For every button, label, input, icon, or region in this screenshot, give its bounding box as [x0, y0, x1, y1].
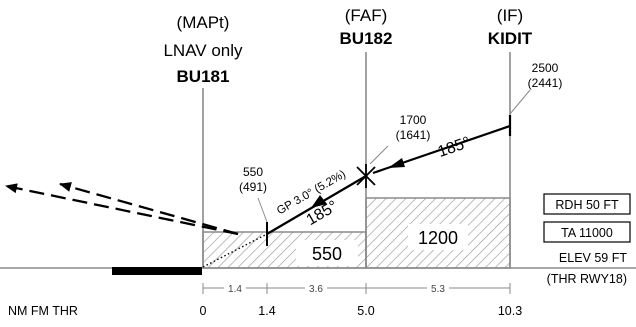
faf-altitude-paren: (1641) — [396, 128, 431, 142]
if-altitude-leader — [509, 89, 531, 115]
segment-label-bg-3 — [427, 282, 449, 294]
mapt-note: LNAV only — [163, 41, 243, 60]
mapt-role: (MAPt) — [177, 13, 230, 32]
faf-fix-star — [356, 164, 376, 188]
distance-mark-2: 5.0 — [357, 304, 374, 318]
intermediate-course-label: 185° — [436, 134, 473, 161]
runway-bar — [112, 267, 202, 275]
distance-mark-1: 1.4 — [258, 304, 275, 318]
ta-label: TA 11000 — [561, 226, 613, 240]
rdh-box — [543, 193, 631, 215]
if-altitude-paren: (2441) — [528, 76, 563, 90]
final-minimum-altitude: 550 — [312, 244, 342, 264]
ta-box — [543, 221, 631, 243]
intermediate-minimum-label-bg — [408, 224, 468, 250]
missed-approach-arrow-upper — [59, 182, 239, 236]
mapt-altitude-leader — [257, 197, 268, 223]
faf-altitude-leader — [369, 145, 389, 165]
segment-distance-3: 5.3 — [431, 284, 445, 295]
intermediate-path-arrowhead — [388, 158, 405, 168]
if-fix-name: KIDIT — [488, 29, 533, 48]
segment-distance-2: 3.6 — [309, 284, 323, 295]
mapt-altitude: 550 — [243, 165, 263, 179]
intermediate-minimum-altitude: 1200 — [418, 228, 458, 248]
rdh-label: RDH 50 FT — [555, 198, 619, 212]
elevation-reference: (THR RWY18) — [547, 272, 627, 286]
faf-role: (FAF) — [345, 6, 388, 25]
segment-distance-1: 1.4 — [228, 284, 242, 295]
elevation-label: ELEV 59 FT — [559, 251, 627, 265]
distance-mark-0: 0 — [200, 304, 207, 318]
distance-caption: NM FM THR — [8, 304, 78, 318]
if-role: (IF) — [497, 6, 523, 25]
faf-fix-name: BU182 — [340, 29, 393, 48]
if-altitude: 2500 — [532, 61, 559, 75]
distance-scale — [202, 283, 511, 294]
final-course-label: 185° — [304, 198, 341, 229]
faf-altitude: 1700 — [400, 113, 427, 127]
final-path-arrowhead — [311, 195, 327, 208]
distance-mark-3: 10.3 — [498, 304, 522, 318]
mapt-altitude-paren: (491) — [239, 180, 267, 194]
visual-descent-dotted-line — [202, 233, 268, 268]
mapt-fix-name: BU181 — [177, 67, 230, 86]
segment-label-bg-2 — [305, 282, 327, 294]
missed-approach-arrow-lower — [5, 183, 239, 236]
final-minimum-label-bg — [296, 240, 358, 266]
segment-label-bg-1 — [224, 282, 246, 294]
